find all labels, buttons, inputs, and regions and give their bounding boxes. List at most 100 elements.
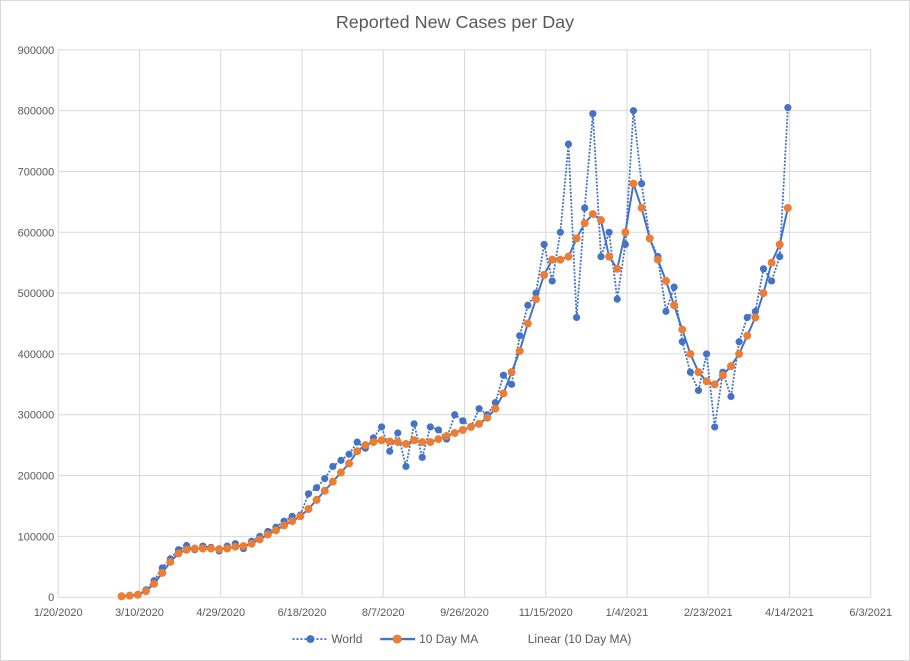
point-10-day-ma bbox=[621, 228, 630, 237]
point-10-day-ma bbox=[686, 349, 695, 358]
y-tick-label: 300000 bbox=[18, 410, 55, 422]
point-world bbox=[508, 380, 516, 388]
point-10-day-ma bbox=[710, 380, 719, 389]
plot-series bbox=[117, 104, 792, 601]
point-10-day-ma bbox=[198, 544, 207, 553]
point-10-day-ma bbox=[483, 413, 492, 422]
point-10-day-ma bbox=[653, 255, 662, 264]
point-world bbox=[499, 371, 508, 379]
point-10-day-ma bbox=[117, 592, 126, 601]
point-10-day-ma bbox=[296, 512, 305, 521]
point-10-day-ma bbox=[377, 436, 386, 445]
point-10-day-ma bbox=[718, 371, 727, 380]
point-10-day-ma bbox=[231, 542, 240, 551]
point-10-day-ma bbox=[434, 435, 443, 444]
point-10-day-ma bbox=[328, 477, 337, 486]
gridlines bbox=[57, 49, 872, 598]
point-world bbox=[589, 110, 597, 118]
legend-item-world[interactable]: World bbox=[292, 632, 362, 646]
point-10-day-ma bbox=[629, 179, 638, 188]
point-10-day-ma bbox=[385, 437, 394, 446]
point-world bbox=[629, 107, 638, 115]
point-10-day-ma bbox=[580, 219, 589, 228]
point-10-day-ma bbox=[320, 486, 329, 495]
point-10-day-ma bbox=[255, 535, 264, 544]
point-world bbox=[670, 283, 678, 291]
point-world bbox=[573, 313, 581, 322]
point-10-day-ma bbox=[426, 438, 435, 447]
point-10-day-ma bbox=[336, 468, 345, 477]
point-10-day-ma bbox=[166, 557, 175, 566]
point-10-day-ma bbox=[540, 270, 549, 279]
point-10-day-ma bbox=[507, 368, 516, 377]
point-10-day-ma bbox=[345, 459, 354, 468]
point-10-day-ma bbox=[361, 441, 370, 450]
point-world bbox=[768, 277, 776, 285]
point-world bbox=[329, 462, 337, 471]
point-10-day-ma bbox=[158, 568, 167, 577]
point-10-day-ma bbox=[466, 422, 475, 431]
point-world bbox=[638, 180, 646, 188]
point-10-day-ma bbox=[239, 542, 248, 551]
x-tick-label: 4/29/2020 bbox=[196, 607, 245, 619]
point-10-day-ma bbox=[515, 346, 524, 355]
point-world bbox=[410, 420, 418, 428]
point-world bbox=[540, 240, 548, 249]
point-world bbox=[524, 301, 532, 309]
x-tick-label: 6/3/2021 bbox=[849, 607, 892, 619]
point-10-day-ma bbox=[613, 264, 622, 273]
point-10-day-ma bbox=[694, 368, 703, 377]
point-world bbox=[345, 450, 353, 458]
point-10-day-ma bbox=[572, 234, 581, 243]
x-tick-label: 4/14/2021 bbox=[765, 607, 814, 619]
y-tick-label: 800000 bbox=[18, 106, 55, 118]
point-10-day-ma bbox=[743, 331, 752, 340]
point-world bbox=[694, 386, 703, 395]
x-axis-ticks: 1/20/2020 3/10/2020 4/29/2020 6/18/2020 8/7/… bbox=[34, 607, 892, 619]
point-10-day-ma bbox=[150, 579, 159, 588]
point-world bbox=[727, 392, 735, 401]
point-10-day-ma bbox=[271, 526, 280, 535]
point-world bbox=[597, 253, 605, 261]
legend-label-world: World bbox=[331, 632, 362, 646]
point-world bbox=[686, 368, 694, 376]
point-10-day-ma bbox=[312, 495, 321, 504]
point-10-day-ma bbox=[735, 349, 744, 358]
point-10-day-ma bbox=[223, 544, 232, 553]
point-10-day-ma bbox=[141, 587, 150, 596]
point-world bbox=[581, 204, 589, 212]
point-world bbox=[313, 484, 321, 492]
series-line-10-day-ma bbox=[121, 183, 789, 598]
point-world bbox=[776, 253, 784, 261]
y-tick-label: 700000 bbox=[18, 166, 55, 178]
point-10-day-ma bbox=[450, 429, 459, 437]
legend-item-linear-trend[interactable]: Linear (10 Day MA) bbox=[528, 632, 632, 646]
point-world bbox=[321, 475, 329, 483]
point-world bbox=[703, 350, 711, 358]
point-world bbox=[426, 423, 434, 431]
point-world bbox=[394, 429, 402, 437]
point-world bbox=[459, 417, 467, 425]
point-10-day-ma bbox=[247, 539, 256, 548]
point-10-day-ma bbox=[369, 438, 378, 447]
point-world bbox=[378, 423, 386, 431]
point-world bbox=[451, 411, 459, 419]
point-10-day-ma bbox=[531, 295, 540, 304]
point-10-day-ma bbox=[678, 325, 687, 334]
point-10-day-ma bbox=[751, 313, 760, 322]
x-tick-label: 1/4/2021 bbox=[606, 607, 649, 619]
point-10-day-ma bbox=[523, 319, 532, 328]
point-10-day-ma bbox=[637, 203, 646, 212]
x-tick-label: 9/26/2020 bbox=[440, 607, 489, 619]
point-10-day-ma bbox=[645, 234, 654, 243]
y-tick-label: 600000 bbox=[18, 227, 55, 239]
legend-item-10-day-ma[interactable]: 10 Day MA bbox=[380, 632, 478, 646]
point-10-day-ma bbox=[206, 544, 215, 553]
legend-label-linear-trend: Linear (10 Day MA) bbox=[528, 632, 632, 646]
x-tick-label: 3/10/2020 bbox=[115, 607, 164, 619]
point-10-day-ma bbox=[393, 438, 402, 447]
point-10-day-ma bbox=[491, 404, 500, 413]
point-10-day-ma bbox=[401, 439, 410, 448]
point-10-day-ma bbox=[596, 216, 605, 225]
